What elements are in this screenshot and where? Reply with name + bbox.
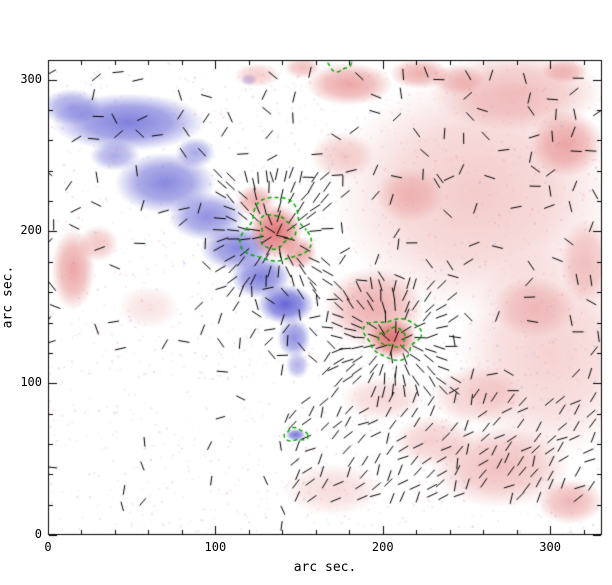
y-tick-label: 200: [20, 223, 42, 238]
x-tick-label: 100: [204, 540, 227, 554]
y-tick-label: 0: [34, 527, 42, 541]
y-tick-label: 300: [20, 71, 42, 86]
x-axis-label: arc sec.: [293, 560, 357, 575]
y-axis-label: arc sec.: [0, 265, 16, 329]
x-tick-label: 0: [44, 540, 52, 554]
x-tick-label: 200: [371, 540, 394, 554]
x-tick-label: 300: [539, 540, 561, 554]
y-tick-label: 100: [20, 375, 42, 390]
